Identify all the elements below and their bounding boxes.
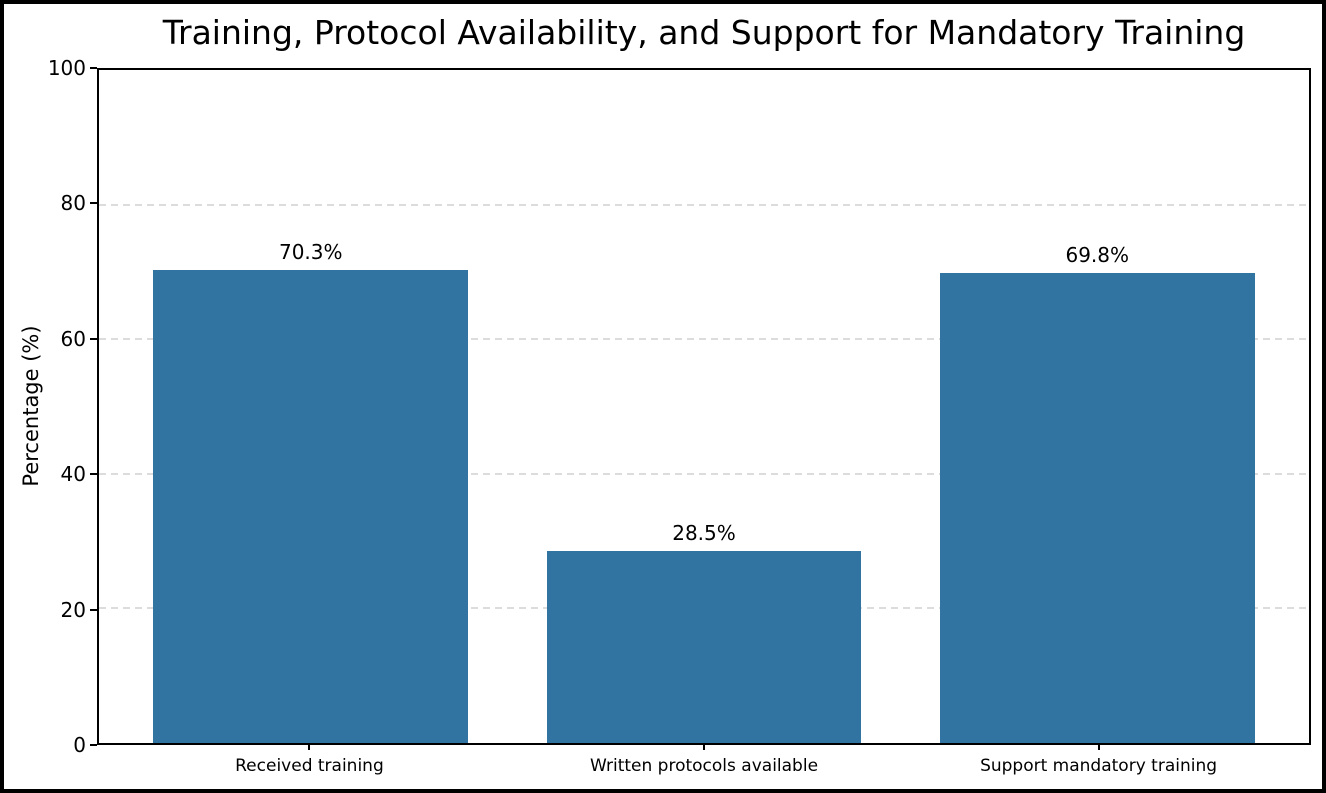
y-tick-label: 60 bbox=[60, 326, 86, 351]
gridline bbox=[99, 472, 1309, 475]
y-tick-label: 0 bbox=[73, 733, 86, 757]
gridline bbox=[99, 203, 1309, 206]
bar bbox=[939, 273, 1255, 743]
x-tick-mark bbox=[703, 745, 705, 750]
y-axis: 0 20 40 60 80 100 bbox=[4, 56, 97, 757]
y-tick-label: 20 bbox=[60, 597, 86, 622]
gridline bbox=[99, 338, 1309, 341]
x-tick-mark bbox=[1097, 745, 1100, 750]
x-tick-label: Support mandatory training bbox=[980, 756, 1218, 776]
y-tick-mark bbox=[90, 744, 97, 746]
y-tick-mark bbox=[90, 202, 97, 205]
y-tick-mark bbox=[90, 473, 97, 476]
y-tick-label: 100 bbox=[47, 56, 86, 80]
plot-area: 70.3% 28.5% 69.8% bbox=[97, 68, 1311, 745]
y-tick-mark bbox=[90, 337, 97, 340]
y-tick-mark bbox=[90, 608, 97, 611]
bar-value-label: 28.5% bbox=[672, 521, 736, 546]
y-tick-label: 40 bbox=[60, 462, 86, 487]
y-tick-mark bbox=[90, 67, 97, 69]
x-tick-label: Received training bbox=[235, 756, 384, 776]
chart-title: Training, Protocol Availability, and Sup… bbox=[162, 13, 1246, 52]
bar bbox=[153, 269, 469, 743]
y-tick-label: 80 bbox=[60, 191, 86, 216]
bar-value-label: 70.3% bbox=[278, 239, 343, 264]
bar-value-label: 69.8% bbox=[1065, 243, 1130, 268]
x-axis: Received training Written protocols avail… bbox=[97, 745, 1311, 789]
bar bbox=[546, 551, 862, 743]
x-tick-label: Written protocols available bbox=[589, 756, 819, 776]
x-tick-mark bbox=[308, 745, 311, 750]
